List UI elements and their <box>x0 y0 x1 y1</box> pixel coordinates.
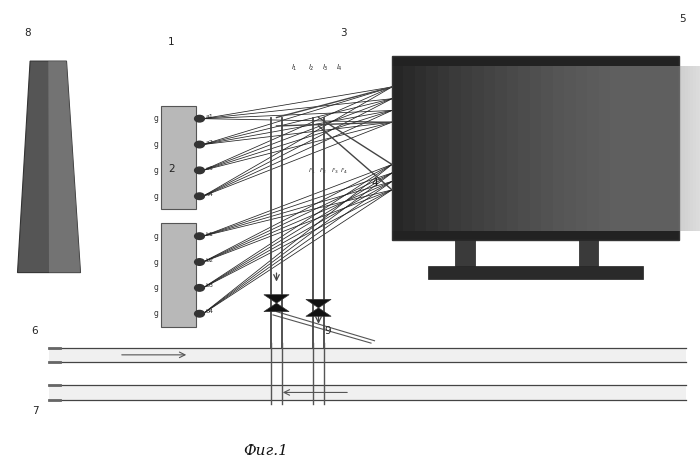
Text: b2: b2 <box>206 258 214 263</box>
Circle shape <box>195 310 204 317</box>
Text: 8: 8 <box>25 28 32 38</box>
Bar <box>518 65 700 231</box>
Bar <box>455 240 475 266</box>
Text: 5: 5 <box>679 14 686 24</box>
Text: b3: b3 <box>206 283 214 289</box>
Bar <box>415 65 685 231</box>
Text: 2: 2 <box>168 164 175 174</box>
Bar <box>49 385 686 400</box>
Text: a3: a3 <box>206 166 214 171</box>
Text: $l'_2$: $l'_2$ <box>319 166 328 176</box>
Text: g: g <box>154 140 159 149</box>
Bar <box>438 65 690 231</box>
Text: $l_3$: $l_3$ <box>322 63 329 73</box>
Text: g: g <box>154 166 159 175</box>
Polygon shape <box>264 295 289 303</box>
Polygon shape <box>306 308 331 316</box>
Text: 4: 4 <box>371 178 378 188</box>
Circle shape <box>195 258 204 265</box>
Text: $l'_4$: $l'_4$ <box>340 166 349 176</box>
Text: b4: b4 <box>206 309 214 314</box>
Polygon shape <box>264 303 289 312</box>
Bar <box>530 65 700 231</box>
Text: $l'_1$: $l'_1$ <box>307 166 316 176</box>
Bar <box>392 56 679 240</box>
Bar <box>161 106 196 209</box>
Bar <box>403 65 682 231</box>
Bar <box>507 65 700 231</box>
Text: 7: 7 <box>32 406 38 416</box>
Text: Фиг.1: Фиг.1 <box>244 444 288 458</box>
Text: $l_2$: $l_2$ <box>308 63 315 73</box>
Bar <box>461 65 696 231</box>
Polygon shape <box>48 61 80 273</box>
Bar <box>392 65 679 231</box>
Bar <box>449 65 693 231</box>
Text: $l_1$: $l_1$ <box>290 63 298 73</box>
Text: b1: b1 <box>206 232 214 237</box>
Bar <box>161 223 196 327</box>
Bar <box>426 65 687 231</box>
Text: a2: a2 <box>206 140 214 145</box>
Circle shape <box>195 233 204 240</box>
Bar <box>578 240 598 266</box>
Text: g: g <box>154 114 159 123</box>
Text: a1: a1 <box>206 114 214 119</box>
Bar <box>575 65 700 231</box>
Bar <box>598 65 700 231</box>
Bar <box>553 65 700 231</box>
Text: g: g <box>154 192 159 201</box>
Bar <box>49 348 686 362</box>
Bar <box>610 65 700 231</box>
Bar <box>587 65 700 231</box>
Text: g: g <box>154 232 159 241</box>
Text: $l'_3$: $l'_3$ <box>330 166 339 176</box>
Bar <box>428 266 643 279</box>
Polygon shape <box>306 299 331 308</box>
Circle shape <box>195 115 204 122</box>
Bar <box>541 65 700 231</box>
Circle shape <box>195 284 204 291</box>
Circle shape <box>195 193 204 199</box>
Text: g: g <box>154 283 159 292</box>
Text: a4: a4 <box>206 192 214 197</box>
Polygon shape <box>18 61 80 273</box>
Text: 3: 3 <box>340 28 346 38</box>
Text: 9: 9 <box>324 326 331 337</box>
Text: 1: 1 <box>168 37 175 47</box>
Bar <box>564 65 700 231</box>
Bar <box>496 65 700 231</box>
Text: g: g <box>154 258 159 266</box>
Text: g: g <box>154 309 159 318</box>
Text: $l_4$: $l_4$ <box>336 63 343 73</box>
Bar <box>473 65 699 231</box>
Circle shape <box>195 167 204 174</box>
Text: 6: 6 <box>32 326 38 337</box>
Bar <box>484 65 700 231</box>
Circle shape <box>195 141 204 148</box>
